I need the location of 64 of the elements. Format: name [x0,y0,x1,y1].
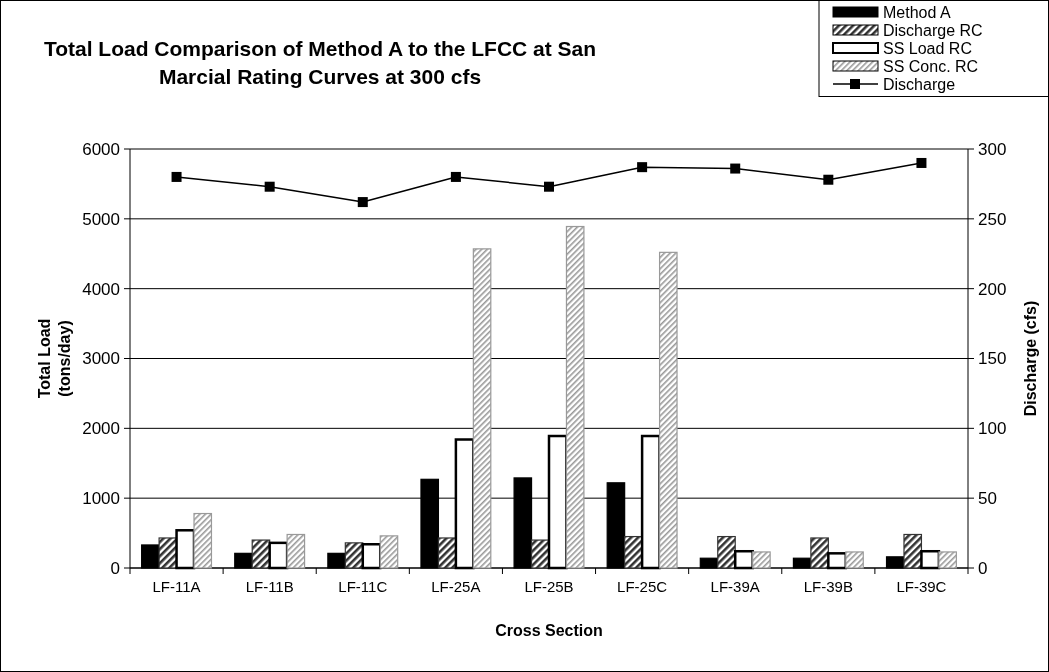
x-tick-label: LF-39A [710,578,760,595]
point [357,197,368,208]
bar [717,535,736,569]
point [823,174,834,185]
bar [624,535,643,569]
x-axis-title: Cross Section [495,622,603,639]
point [544,181,554,192]
bar [437,537,457,569]
bar [361,543,382,570]
y2-tick-label: 150 [978,349,1007,369]
y2-tick-label: 300 [978,139,1007,159]
bar [845,551,864,569]
y2-tick-label: 50 [978,489,997,509]
x-tick-label: LF-25C [617,578,668,595]
x-tick-label: LF-39B [803,578,853,595]
bar [379,535,399,569]
bar [827,552,848,570]
bar [193,512,213,569]
x-tick-label: LF-25A [431,578,481,595]
x-tick-label: LF-39C [896,578,947,595]
x-tick-label: LF-25B [524,578,574,595]
legend-label: Discharge [883,75,956,93]
bar [658,251,678,569]
y-axis-title: Total Load (tons/day) [36,318,73,399]
point [450,171,461,182]
y2-tick-label: 100 [978,419,1007,439]
bar [565,225,585,569]
point [637,162,648,173]
legend-label: SS Conc. RC [883,57,979,75]
point [264,181,275,192]
x-tick-label: LF-11A [152,578,201,595]
legend-label: Method A [883,3,951,21]
legend-label: Discharge RC [883,21,983,39]
bar [903,533,923,569]
bar [472,248,492,569]
y2-axis-title: Discharge (cfs) [1022,300,1039,417]
point [730,163,741,174]
y-tick-label: 6000 [82,139,120,159]
bar [733,549,754,570]
bar [752,551,771,569]
bar [251,539,271,569]
bar [175,529,196,570]
chart-title: Total Load Comparison of Method A to the LFCC at San Marcial Rating Curves at 300 cfs [43,37,597,88]
y-tick-label: 1000 [82,489,120,509]
bar [286,533,306,569]
y-tick-label: 2000 [82,419,120,439]
legend-label: SS Load RC [883,39,972,57]
bar [810,537,829,569]
bar [530,539,550,569]
bar [938,551,957,569]
y-tick-label: 3000 [82,349,120,369]
bar [158,537,178,569]
point [171,171,182,182]
y-tick-label: 4000 [82,279,120,299]
bar [344,542,364,569]
x-tick-label: LF-11C [338,578,388,595]
y2-tick-label: 200 [978,279,1007,299]
y2-tick-label: 0 [978,558,988,578]
point [916,157,927,168]
y-tick-label: 5000 [82,209,120,229]
bar [920,549,941,570]
x-tick-label: LF-11B [245,578,294,595]
y2-tick-label: 250 [978,209,1007,229]
y-tick-label: 0 [110,558,120,578]
